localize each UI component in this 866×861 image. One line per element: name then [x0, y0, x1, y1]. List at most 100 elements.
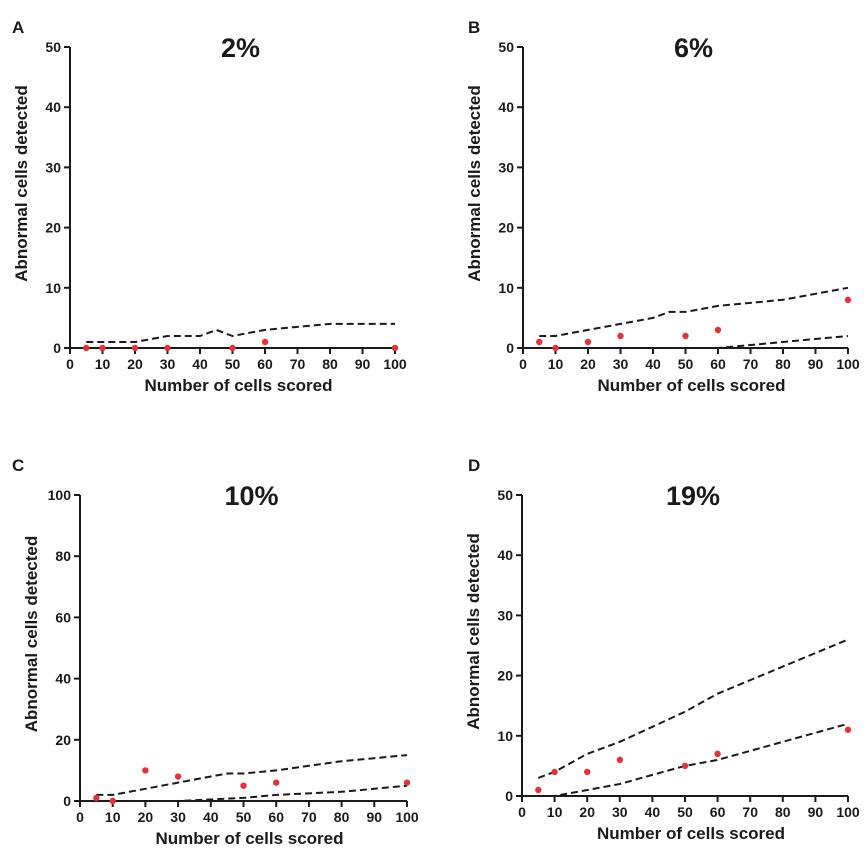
upper-bound-line: [86, 322, 395, 343]
x-tick-label: 100: [383, 356, 407, 372]
y-tick-label: 30: [497, 607, 513, 623]
x-tick-label: 10: [105, 809, 121, 825]
y-tick-label: 30: [498, 159, 514, 175]
x-tick-label: 30: [170, 809, 186, 825]
chart-title: 6%: [674, 33, 713, 63]
x-tick-label: 100: [836, 804, 860, 820]
chart-title: 10%: [224, 481, 278, 511]
y-tick-label: 40: [55, 671, 71, 687]
observed-point: [844, 726, 852, 733]
x-tick-label: 50: [225, 356, 241, 372]
observed-point: [584, 338, 592, 346]
y-tick-label: 50: [497, 487, 513, 503]
x-axis-label: Number of cells scored: [144, 376, 332, 395]
y-axis-label: Abnormal cells detected: [465, 85, 484, 282]
y-tick-label: 50: [45, 39, 61, 55]
x-tick-label: 10: [548, 356, 564, 372]
x-tick-label: 60: [268, 809, 284, 825]
y-tick-label: 30: [45, 159, 61, 175]
observed-point: [681, 762, 689, 770]
upper-bound-line: [539, 286, 849, 337]
observed-point: [844, 296, 852, 304]
x-tick-label: 80: [322, 356, 338, 372]
observed-point: [403, 779, 411, 786]
chart-title: 2%: [221, 33, 260, 63]
x-tick-label: 0: [66, 356, 74, 372]
y-axis-label: Abnormal cells detected: [22, 536, 41, 733]
observed-point: [714, 750, 721, 758]
y-tick-label: 50: [498, 39, 514, 55]
upper-bound-line: [537, 638, 849, 779]
y-tick-label: 0: [63, 793, 71, 809]
observed-point: [261, 338, 269, 346]
observed-point: [174, 773, 182, 780]
x-tick-label: 50: [236, 809, 252, 825]
observed-point: [552, 344, 559, 352]
observed-point: [616, 756, 623, 764]
observed-point: [164, 344, 171, 352]
panel-letter: A: [12, 18, 24, 37]
chart-title: 19%: [666, 481, 720, 511]
y-tick-label: 10: [498, 280, 514, 296]
x-tick-label: 70: [301, 809, 317, 825]
x-tick-label: 50: [678, 356, 694, 372]
y-axis-label: Abnormal cells detected: [12, 85, 31, 282]
x-tick-label: 20: [138, 809, 154, 825]
y-tick-label: 0: [53, 340, 61, 356]
x-tick-label: 0: [519, 356, 527, 372]
y-axis-label: Abnormal cells detected: [464, 533, 483, 730]
x-axis-label: Number of cells scored: [597, 824, 785, 843]
x-tick-label: 0: [76, 809, 84, 825]
x-tick-label: 70: [290, 356, 306, 372]
panel-d: D 19% 0 10 20 30 40 50 0 10 20 30 40 50 60 70 80 90 100 Num…: [464, 456, 860, 843]
observed-point: [240, 782, 247, 789]
y-tick-label: 100: [48, 487, 72, 503]
panel-letter: B: [468, 18, 480, 37]
x-tick-label: 30: [612, 804, 628, 820]
x-tick-label: 40: [645, 356, 661, 372]
x-tick-label: 100: [395, 809, 419, 825]
x-axis-label: Number of cells scored: [597, 376, 785, 395]
y-tick-label: 0: [505, 788, 513, 804]
x-tick-label: 80: [334, 809, 350, 825]
x-tick-label: 60: [710, 356, 726, 372]
x-tick-label: 60: [710, 804, 726, 820]
y-tick-label: 10: [497, 728, 513, 744]
x-tick-label: 30: [160, 356, 176, 372]
panel-letter: D: [468, 456, 480, 475]
x-tick-label: 20: [580, 356, 596, 372]
observed-point: [391, 344, 399, 352]
upper-bound-line: [96, 754, 408, 796]
observed-point: [273, 779, 280, 786]
observed-point: [109, 797, 116, 805]
x-tick-label: 30: [613, 356, 629, 372]
x-tick-label: 50: [677, 804, 693, 820]
x-tick-label: 20: [127, 356, 143, 372]
y-tick-label: 20: [498, 220, 514, 236]
panel-c: C 10% 0 20 40 60 80 100 0 10 20 30 40 50 60 70 80 90 100 Nu…: [12, 456, 419, 848]
observed-point: [142, 767, 149, 774]
observed-point: [714, 326, 722, 334]
x-tick-label: 70: [742, 804, 758, 820]
x-tick-label: 90: [808, 356, 824, 372]
x-tick-label: 90: [367, 809, 383, 825]
observed-point: [93, 794, 100, 802]
y-tick-label: 20: [55, 732, 71, 748]
panel-a: A 2% 0 10 20 30 40 50 0 10 20 30 40 50 60 70 80 90 100 Numb…: [12, 18, 407, 395]
x-tick-label: 80: [775, 804, 791, 820]
x-tick-label: 90: [355, 356, 371, 372]
x-tick-label: 90: [808, 804, 824, 820]
x-tick-label: 10: [547, 804, 563, 820]
panel-letter: C: [12, 456, 24, 475]
observed-point: [99, 344, 106, 352]
y-tick-label: 40: [497, 547, 513, 563]
x-tick-label: 40: [203, 809, 219, 825]
observed-point: [617, 332, 624, 340]
observed-point: [551, 768, 558, 776]
y-tick-label: 10: [45, 280, 61, 296]
observed-point: [536, 338, 543, 346]
panel-b: B 6% 0 10 20 30 40 50 0 10 20 30 40 50 60 70 80 90 100 Numb…: [465, 18, 860, 395]
y-tick-label: 40: [498, 99, 514, 115]
x-tick-label: 60: [257, 356, 273, 372]
